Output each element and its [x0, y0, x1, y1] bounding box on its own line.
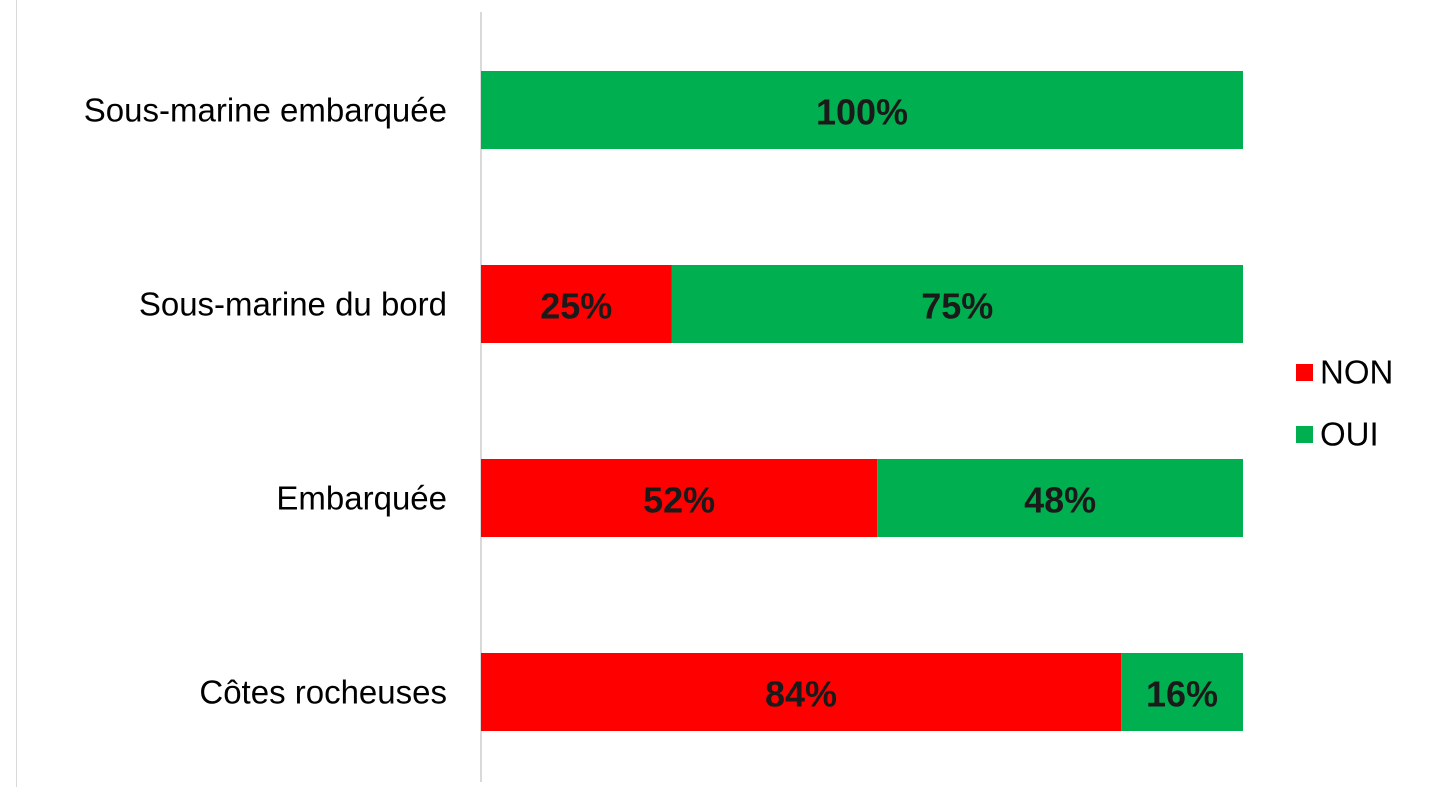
data-label-non: 84%	[765, 674, 837, 715]
legend: NON OUI	[1296, 354, 1393, 453]
data-label-oui: 75%	[921, 286, 993, 327]
category-labels: Sous-marine embarquée Sous-marine du bord…	[84, 92, 447, 711]
category-label: Sous-marine embarquée	[84, 92, 447, 129]
bar-segment-non	[481, 265, 672, 343]
bar-segment-oui	[877, 459, 1243, 537]
legend-label-non: NON	[1320, 354, 1393, 391]
category-label: Sous-marine du bord	[139, 286, 447, 323]
category-label: Côtes rocheuses	[199, 674, 447, 711]
legend-label-oui: OUI	[1320, 416, 1379, 453]
data-label-non: 52%	[643, 480, 715, 521]
legend-swatch-oui	[1296, 426, 1313, 443]
data-label-oui: 48%	[1024, 480, 1096, 521]
bar-segment-oui	[671, 265, 1243, 343]
data-label-non: 25%	[540, 286, 612, 327]
data-label-oui: 100%	[816, 92, 908, 133]
page-border	[16, 0, 17, 787]
bar-segment-oui	[1121, 653, 1243, 731]
bars-group	[481, 71, 1243, 731]
bar-segment-non	[481, 459, 878, 537]
data-labels: 100% 25% 75% 52% 48% 84% 16%	[540, 92, 1218, 715]
bar-segment-non	[481, 653, 1122, 731]
bar-segment-oui	[481, 71, 1243, 149]
legend-swatch-non	[1296, 364, 1313, 381]
data-label-oui: 16%	[1146, 674, 1218, 715]
category-label: Embarquée	[276, 480, 447, 517]
